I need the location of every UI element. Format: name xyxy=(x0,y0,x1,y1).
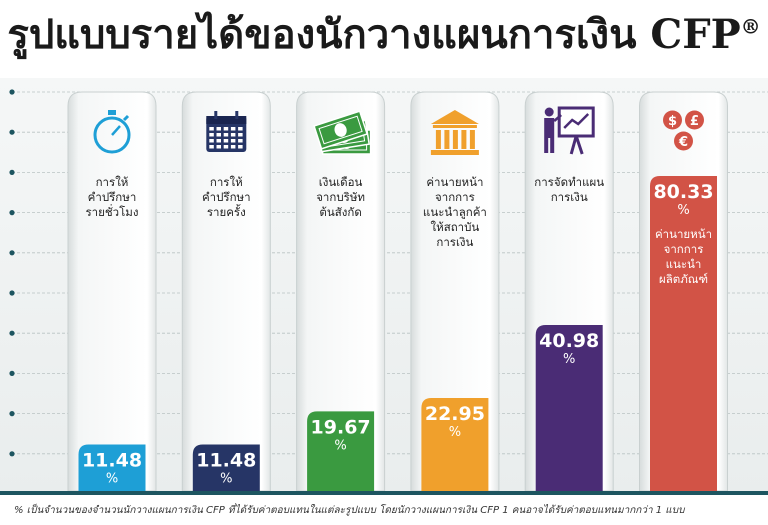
bar-unit-label: % xyxy=(563,352,575,367)
presentation-icon xyxy=(544,106,595,155)
category-card xyxy=(296,91,386,492)
bar xyxy=(535,325,603,491)
gridline-dot xyxy=(9,330,15,336)
category-labels: การให้คำปรึกษารายชั่วโมงการให้คำปรึกษารา… xyxy=(85,175,712,286)
money-icon xyxy=(313,110,372,155)
footnote: % เป็นจำนวนของจำนวนนักวางแผนการเงิน CFP … xyxy=(14,505,685,516)
category-label-line: การให้ xyxy=(210,175,243,189)
bar-value-label: 22.95 xyxy=(425,403,485,425)
category-label-line: ค่านายหน้า xyxy=(655,227,712,241)
category-card xyxy=(67,91,157,492)
category-label-line: ต้นสังกัด xyxy=(319,205,361,219)
chart-title-text: รูปแบบรายได้ของนักวางแผนการเงิน CFP xyxy=(7,11,741,58)
bar xyxy=(421,398,489,491)
category-label-line: ผลิตภัณฑ์ xyxy=(659,272,708,286)
gridline-dot xyxy=(9,370,15,376)
category-card xyxy=(181,91,271,492)
category-label-line: การจัดทำแผน xyxy=(534,175,604,189)
bar-value-label: 19.67 xyxy=(311,416,371,438)
category-label-line: จากการ xyxy=(435,190,475,204)
gridline-dot xyxy=(9,129,15,135)
bar-value-label: 11.48 xyxy=(196,450,256,472)
bank-icon xyxy=(430,110,479,155)
category-label-line: จากการ xyxy=(664,242,704,256)
bar-unit-label: % xyxy=(334,438,346,453)
bar-unit-label: % xyxy=(106,472,118,487)
category-label-line: การเงิน xyxy=(551,190,588,204)
category-label-line: เงินเดือน xyxy=(319,175,363,189)
chart-title: รูปแบบรายได้ของนักวางแผนการเงิน CFP® xyxy=(0,2,768,66)
bar xyxy=(78,444,146,491)
currency-coins-icon: $ £€ xyxy=(663,110,704,151)
gridline-dot xyxy=(9,250,15,256)
category-label-line: การให้ xyxy=(96,175,129,189)
gridline-dot xyxy=(9,210,15,216)
bar xyxy=(192,444,260,491)
gridline-dot xyxy=(9,411,15,417)
category-label-line: การเงิน xyxy=(436,235,473,249)
category-label-line: รายชั่วโมง xyxy=(85,204,138,219)
gridline-dot xyxy=(9,89,15,95)
category-label-line: แนะนำลูกค้า xyxy=(423,205,487,219)
bar-unit-label: % xyxy=(449,425,461,440)
bar-unit-label: % xyxy=(220,472,232,487)
bar-value-label: 40.98 xyxy=(539,330,599,352)
calendar-icon xyxy=(206,111,247,152)
category-label-line: จากบริษัท xyxy=(316,190,365,204)
category-label-line: รายครั้ง xyxy=(207,204,246,219)
registered-mark: ® xyxy=(740,14,761,39)
category-label-line: ค่านายหน้า xyxy=(426,175,483,189)
gridline-dot xyxy=(9,169,15,175)
svg-text:£: £ xyxy=(690,114,699,129)
category-label-line: คำปรึกษา xyxy=(88,190,137,204)
bar xyxy=(307,411,375,491)
category-label-line: แนะนำ xyxy=(666,257,702,271)
baseline xyxy=(0,491,768,495)
gridline-dot xyxy=(9,290,15,296)
category-label-line: ให้สถาบัน xyxy=(431,220,480,234)
category-card xyxy=(410,91,500,492)
bar-value-label: 11.48 xyxy=(82,450,142,472)
gridline-dot xyxy=(9,451,15,457)
bars: 11.48%11.48%19.67%22.95%40.98%80.33% xyxy=(78,176,717,491)
category-label-line: คำปรึกษา xyxy=(202,190,251,204)
category-icons: $ £€ xyxy=(93,106,704,155)
stopwatch-icon xyxy=(93,110,131,154)
bar-value-label: 80.33 xyxy=(653,181,713,203)
bar xyxy=(650,176,717,491)
bar-unit-label: % xyxy=(677,203,689,218)
svg-text:$: $ xyxy=(668,114,677,129)
svg-text:€: € xyxy=(678,135,688,150)
